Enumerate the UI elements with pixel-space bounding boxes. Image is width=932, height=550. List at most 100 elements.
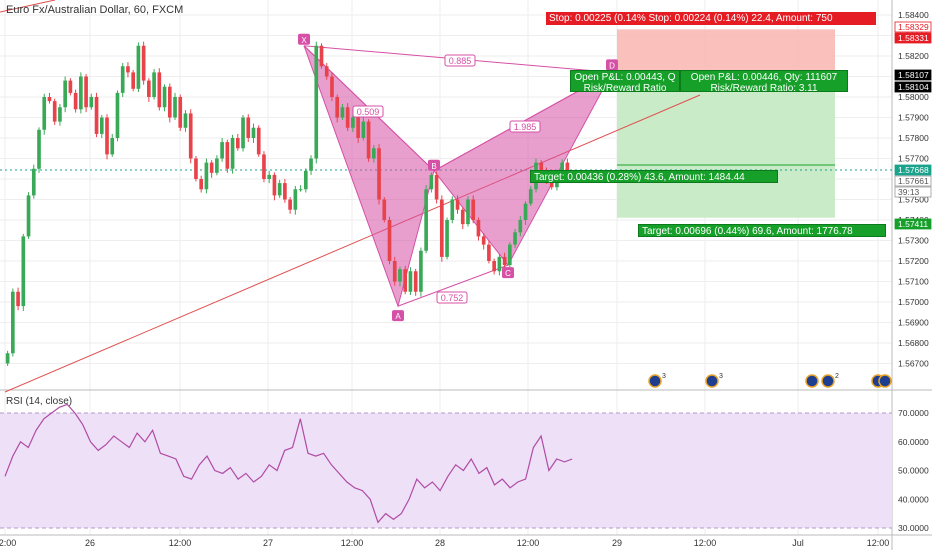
ratio-label: 0.885 bbox=[444, 54, 476, 67]
time-axis-label: 12:00 bbox=[517, 538, 540, 548]
rsi-axis-label: 30.0000 bbox=[898, 523, 929, 533]
candle bbox=[351, 117, 355, 128]
price-axis-label: 1.56800 bbox=[898, 338, 929, 348]
event-count: 2 bbox=[835, 373, 839, 380]
stop-label[interactable]: Stop: 0.00225 (0.14% Stop: 0.00224 (0.14… bbox=[546, 12, 876, 25]
open-pnl-2-line1: Open P&L: 0.00446, Qty: 111607 bbox=[690, 72, 838, 83]
au-flag-icon: 2 bbox=[821, 373, 839, 388]
candle bbox=[549, 179, 554, 188]
candle bbox=[215, 158, 219, 173]
candle bbox=[131, 72, 136, 89]
rsi-axis-label: 70.0000 bbox=[898, 408, 929, 418]
ratio-badge bbox=[436, 291, 468, 304]
candle bbox=[492, 261, 496, 272]
flag-circle bbox=[805, 374, 819, 388]
candle bbox=[152, 72, 156, 97]
event-count: 3 bbox=[719, 373, 723, 380]
price-tag-bg bbox=[894, 175, 932, 187]
open-pnl-box-2[interactable]: Open P&L: 0.00446, Qty: 111607 Risk/Rewa… bbox=[680, 70, 848, 94]
au-flag-icon bbox=[878, 374, 892, 388]
candle bbox=[377, 148, 381, 200]
candle bbox=[555, 179, 559, 188]
candle bbox=[455, 199, 460, 210]
price-axis-label: 1.56900 bbox=[898, 318, 929, 328]
price-tag-bg bbox=[894, 81, 932, 93]
candle bbox=[73, 92, 78, 110]
flag-circle bbox=[821, 374, 835, 388]
price-tag-text: 1.58331 bbox=[898, 33, 929, 43]
rsi-band bbox=[0, 413, 892, 528]
price-tag: 39:13 bbox=[894, 186, 932, 198]
point-badge bbox=[502, 267, 514, 279]
time-axis-label: 27 bbox=[263, 538, 273, 548]
candle bbox=[16, 291, 20, 307]
price-tag-text: 1.58104 bbox=[898, 82, 929, 92]
candle bbox=[241, 117, 245, 149]
harmonic-point-label: B bbox=[428, 159, 440, 171]
price-axis-label: 1.57700 bbox=[898, 154, 929, 164]
candle bbox=[204, 162, 209, 190]
candle bbox=[366, 121, 371, 159]
symbol-title: Euro Fx/Australian Dollar, 60, FXCM bbox=[6, 4, 184, 16]
flag-circle bbox=[878, 374, 892, 388]
candle bbox=[94, 97, 99, 134]
price-tag-text: 39:13 bbox=[898, 187, 920, 197]
price-tag: 1.57411 bbox=[894, 218, 932, 230]
candle bbox=[136, 45, 141, 89]
price-axis-label: 1.57200 bbox=[898, 256, 929, 266]
candle bbox=[319, 45, 324, 67]
time-axis-label: 12:00 bbox=[867, 538, 890, 548]
event-count: 3 bbox=[662, 373, 666, 380]
target-label-1[interactable]: Target: 0.00436 (0.28%) 43.6, Amount: 14… bbox=[530, 170, 778, 183]
price-axis-label: 1.58400 bbox=[898, 10, 929, 20]
price-tag-text: 1.57411 bbox=[898, 219, 928, 229]
candle bbox=[42, 97, 47, 130]
flag-circle bbox=[648, 374, 662, 388]
price-tag-bg bbox=[894, 32, 932, 44]
candle bbox=[209, 162, 214, 173]
price-axis-label: 1.58200 bbox=[898, 51, 929, 61]
candle bbox=[194, 158, 198, 179]
candle bbox=[89, 97, 94, 108]
open-pnl-box-1[interactable]: Open P&L: 0.00443, Q Risk/Reward Ratio bbox=[570, 70, 680, 92]
candle bbox=[314, 45, 319, 159]
price-tag-bg bbox=[894, 164, 932, 176]
candle bbox=[126, 66, 130, 73]
point-badge bbox=[428, 159, 440, 171]
candle bbox=[303, 170, 308, 190]
candle bbox=[79, 76, 83, 110]
candle bbox=[26, 195, 31, 237]
time-axis-label: 12:00 bbox=[169, 538, 192, 548]
open-pnl-2-line2: Risk/Reward Ratio: 3.11 bbox=[710, 83, 818, 94]
rsi-line bbox=[4, 403, 573, 524]
candle bbox=[387, 220, 392, 261]
candle bbox=[162, 86, 167, 108]
au-flag-icon: 3 bbox=[648, 373, 666, 388]
au-flag-icon bbox=[805, 374, 819, 388]
price-tag: 1.57668 bbox=[894, 164, 932, 176]
candle bbox=[147, 80, 151, 97]
time-axis-label: 28 bbox=[435, 538, 445, 548]
candle bbox=[340, 107, 345, 118]
candle bbox=[120, 66, 125, 93]
price-axis-label: 1.57100 bbox=[898, 277, 929, 287]
price-axis-label: 1.57900 bbox=[898, 113, 929, 123]
ratio-badge bbox=[444, 54, 476, 67]
candle bbox=[398, 269, 402, 282]
ratio-value: 0.752 bbox=[441, 293, 464, 303]
candle bbox=[330, 76, 334, 97]
target-label-2[interactable]: Target: 0.00696 (0.44%) 69.6, Amount: 17… bbox=[638, 224, 886, 237]
time-axis-label: 26 bbox=[85, 538, 95, 548]
harmonic-line bbox=[397, 264, 509, 307]
candle bbox=[256, 127, 261, 155]
price-tag: 1.58329 bbox=[894, 21, 932, 33]
candle bbox=[11, 291, 15, 354]
stop-zone bbox=[617, 29, 835, 76]
price-tag: 1.58107 bbox=[894, 69, 932, 81]
candle bbox=[84, 76, 88, 108]
price-axis-label: 1.57300 bbox=[898, 236, 929, 246]
candle bbox=[371, 148, 376, 159]
candle bbox=[188, 113, 193, 159]
time-axis-label: 12:00 bbox=[694, 538, 717, 548]
